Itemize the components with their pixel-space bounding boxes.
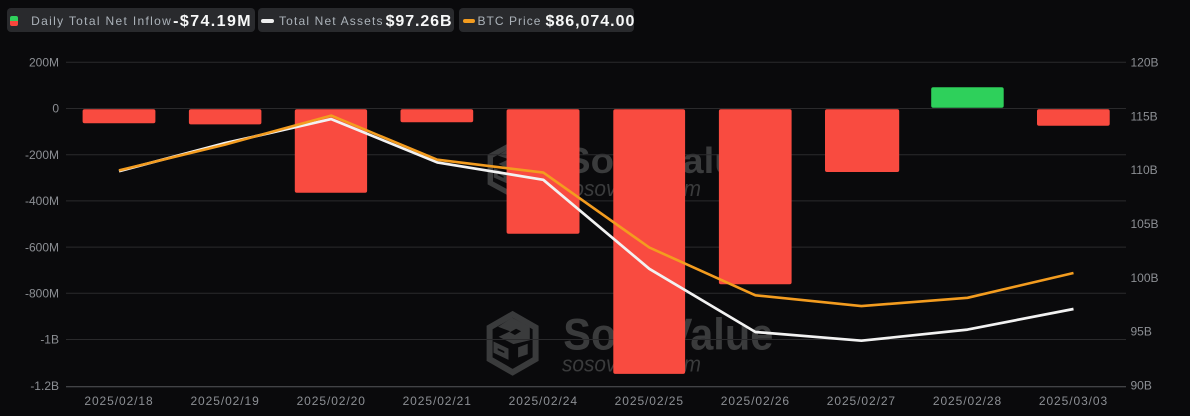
svg-text:2025/02/27: 2025/02/27	[827, 394, 896, 408]
svg-text:2025/02/18: 2025/02/18	[84, 394, 153, 408]
svg-text:-400M: -400M	[25, 194, 59, 208]
svg-text:0: 0	[52, 102, 59, 116]
svg-text:120B: 120B	[1131, 56, 1159, 70]
svg-text:110B: 110B	[1131, 163, 1158, 177]
svg-text:200M: 200M	[29, 56, 59, 70]
svg-text:-600M: -600M	[25, 240, 59, 254]
svg-text:95B: 95B	[1131, 325, 1152, 339]
svg-text:2025/03/03: 2025/03/03	[1039, 394, 1108, 408]
svg-text:-200M: -200M	[25, 148, 59, 162]
svg-text:100B: 100B	[1131, 271, 1159, 285]
svg-text:2025/02/19: 2025/02/19	[190, 394, 259, 408]
svg-text:2025/02/20: 2025/02/20	[297, 394, 366, 408]
svg-text:-1B: -1B	[40, 333, 59, 347]
svg-text:2025/02/24: 2025/02/24	[509, 394, 578, 408]
svg-text:90B: 90B	[1131, 378, 1152, 392]
svg-text:2025/02/25: 2025/02/25	[615, 394, 684, 408]
svg-text:2025/02/21: 2025/02/21	[403, 394, 472, 408]
svg-text:-1.2B: -1.2B	[30, 379, 59, 393]
svg-text:2025/02/28: 2025/02/28	[933, 394, 1002, 408]
svg-text:-800M: -800M	[25, 287, 59, 301]
svg-text:105B: 105B	[1131, 217, 1159, 231]
svg-text:2025/02/26: 2025/02/26	[721, 394, 790, 408]
svg-text:115B: 115B	[1131, 109, 1158, 123]
